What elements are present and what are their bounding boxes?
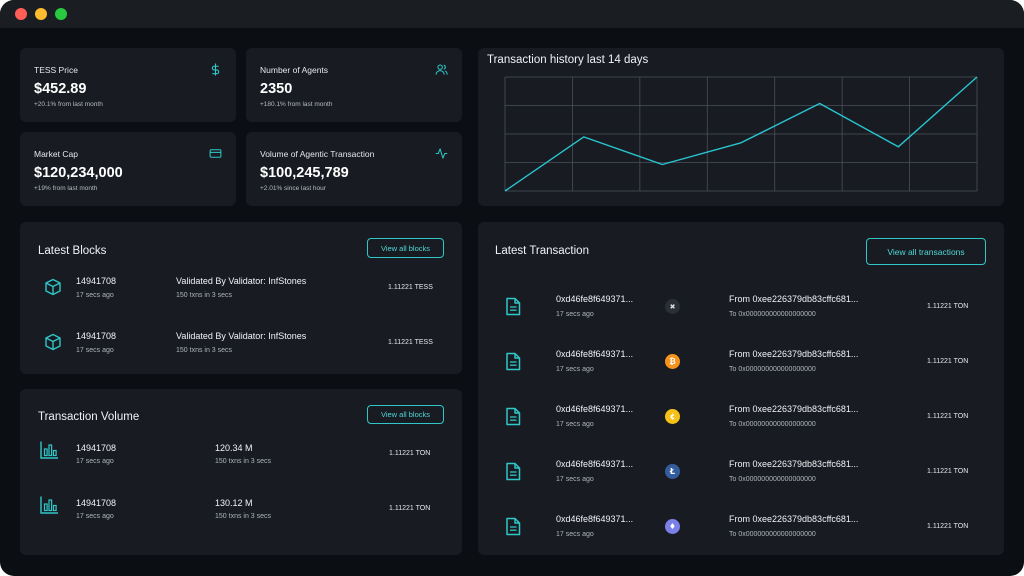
block-time: 17 secs ago — [76, 292, 114, 299]
activity-icon — [435, 148, 448, 159]
document-icon — [506, 517, 521, 536]
line-chart — [504, 76, 978, 192]
transaction-amount: 1.11221 TON — [927, 413, 969, 420]
stat-title: Number of Agents — [260, 65, 329, 75]
block-number[interactable]: 14941708 — [76, 498, 117, 508]
stat-change: +180.1% from last month — [260, 101, 333, 108]
stat-value: $100,245,789 — [260, 165, 349, 181]
close-window-button[interactable] — [15, 8, 27, 20]
transaction-hash[interactable]: 0xd46fe8f649371... — [556, 349, 634, 359]
transaction-time: 17 secs ago — [556, 311, 594, 318]
cent-coin-icon: ¢ — [665, 409, 680, 424]
volume-amount: 1.11221 TON — [389, 505, 431, 512]
stat-value: $452.89 — [34, 81, 87, 97]
stat-title: TESS Price — [34, 65, 78, 75]
stat-change: +20.1% from last month — [34, 101, 103, 108]
stat-value: 2350 — [260, 81, 293, 97]
transaction-to[interactable]: To 0x000000000000000000 — [729, 421, 816, 428]
stat-change: +19% from last month — [34, 185, 98, 192]
latest-transactions-panel: Latest Transaction View all transactions… — [478, 222, 1004, 555]
transaction-to[interactable]: To 0x000000000000000000 — [729, 311, 816, 318]
chart-title: Transaction history last 14 days — [487, 54, 649, 66]
stat-card-volume: Volume of Agentic Transaction $100,245,7… — [246, 132, 462, 206]
transaction-time: 17 secs ago — [556, 421, 594, 428]
stat-change: +2.01% since last hour — [260, 185, 326, 192]
block-txns: 150 txns in 3 secs — [176, 347, 233, 354]
transaction-time: 17 secs ago — [556, 366, 594, 373]
bar-chart-icon — [40, 441, 58, 459]
transaction-volume-panel: Transaction Volume View all blocks 14941… — [20, 389, 462, 555]
view-all-blocks-button[interactable]: View all blocks — [367, 405, 444, 424]
transaction-hash[interactable]: 0xd46fe8f649371... — [556, 459, 634, 469]
transaction-amount: 1.11221 TON — [927, 358, 969, 365]
view-all-blocks-button[interactable]: View all blocks — [367, 238, 444, 258]
transaction-to[interactable]: To 0x000000000000000000 — [729, 476, 816, 483]
users-icon — [435, 64, 448, 75]
volume-value: 120.34 M — [215, 443, 253, 453]
stat-value: $120,234,000 — [34, 165, 123, 181]
transaction-hash[interactable]: 0xd46fe8f649371... — [556, 514, 634, 524]
credit-card-icon — [209, 149, 222, 158]
volume-txns: 150 txns in 3 secs — [215, 458, 272, 465]
transaction-from[interactable]: From 0xee226379db83cffc681... — [729, 349, 859, 359]
stat-title: Market Cap — [34, 149, 78, 159]
block-time: 17 secs ago — [76, 458, 114, 465]
dollar-icon — [211, 63, 220, 76]
stat-card-market-cap: Market Cap $120,234,000 +19% from last m… — [20, 132, 236, 206]
document-icon — [506, 462, 521, 481]
maximize-window-button[interactable] — [55, 8, 67, 20]
transaction-to[interactable]: To 0x000000000000000000 — [729, 531, 816, 538]
transaction-from[interactable]: From 0xee226379db83cffc681... — [729, 459, 859, 469]
transaction-to[interactable]: To 0x000000000000000000 — [729, 366, 816, 373]
chart-series-line — [504, 76, 978, 192]
cube-icon — [45, 333, 61, 351]
window-titlebar — [0, 0, 1024, 28]
x-coin-icon: ✖ — [665, 299, 680, 314]
panel-title: Latest Blocks — [38, 245, 107, 257]
block-txns: 150 txns in 3 secs — [176, 292, 233, 299]
bar-chart-icon — [40, 496, 58, 514]
block-number[interactable]: 14941708 — [76, 443, 117, 453]
document-icon — [506, 407, 521, 426]
block-number[interactable]: 14941708 — [76, 276, 117, 286]
transaction-time: 17 secs ago — [556, 476, 594, 483]
transaction-from[interactable]: From 0xee226379db83cffc681... — [729, 514, 859, 524]
view-all-transactions-button[interactable]: View all transactions — [866, 238, 986, 265]
panel-title: Transaction Volume — [38, 411, 140, 423]
block-validator: Validated By Validator: InfStones — [176, 331, 307, 341]
stat-card-price: TESS Price $452.89 +20.1% from last mont… — [20, 48, 236, 122]
transaction-from[interactable]: From 0xee226379db83cffc681... — [729, 404, 859, 414]
volume-txns: 150 txns in 3 secs — [215, 513, 272, 520]
volume-value: 130.12 M — [215, 498, 253, 508]
block-time: 17 secs ago — [76, 513, 114, 520]
cube-icon — [45, 278, 61, 296]
bitcoin-icon: ₿ — [665, 354, 680, 369]
block-amount: 1.11221 TESS — [388, 339, 433, 346]
panel-title: Latest Transaction — [495, 245, 589, 257]
transaction-time: 17 secs ago — [556, 531, 594, 538]
block-amount: 1.11221 TESS — [388, 284, 433, 291]
stat-title: Volume of Agentic Transaction — [260, 149, 375, 159]
transaction-amount: 1.11221 TON — [927, 523, 969, 530]
document-icon — [506, 297, 521, 316]
transaction-from[interactable]: From 0xee226379db83cffc681... — [729, 294, 859, 304]
block-time: 17 secs ago — [76, 347, 114, 354]
block-validator: Validated By Validator: InfStones — [176, 276, 307, 286]
transaction-amount: 1.11221 TON — [927, 468, 969, 475]
litecoin-icon: Ł — [665, 464, 680, 479]
transaction-hash[interactable]: 0xd46fe8f649371... — [556, 404, 634, 414]
transaction-amount: 1.11221 TON — [927, 303, 969, 310]
volume-amount: 1.11221 TON — [389, 450, 431, 457]
minimize-window-button[interactable] — [35, 8, 47, 20]
document-icon — [506, 352, 521, 371]
latest-blocks-panel: Latest Blocks View all blocks 14941708 1… — [20, 222, 462, 374]
transaction-hash[interactable]: 0xd46fe8f649371... — [556, 294, 634, 304]
transaction-history-chart: Transaction history last 14 days — [478, 48, 1004, 206]
ethereum-icon: ♦ — [665, 519, 680, 534]
block-number[interactable]: 14941708 — [76, 331, 117, 341]
stat-card-agents: Number of Agents 2350 +180.1% from last … — [246, 48, 462, 122]
